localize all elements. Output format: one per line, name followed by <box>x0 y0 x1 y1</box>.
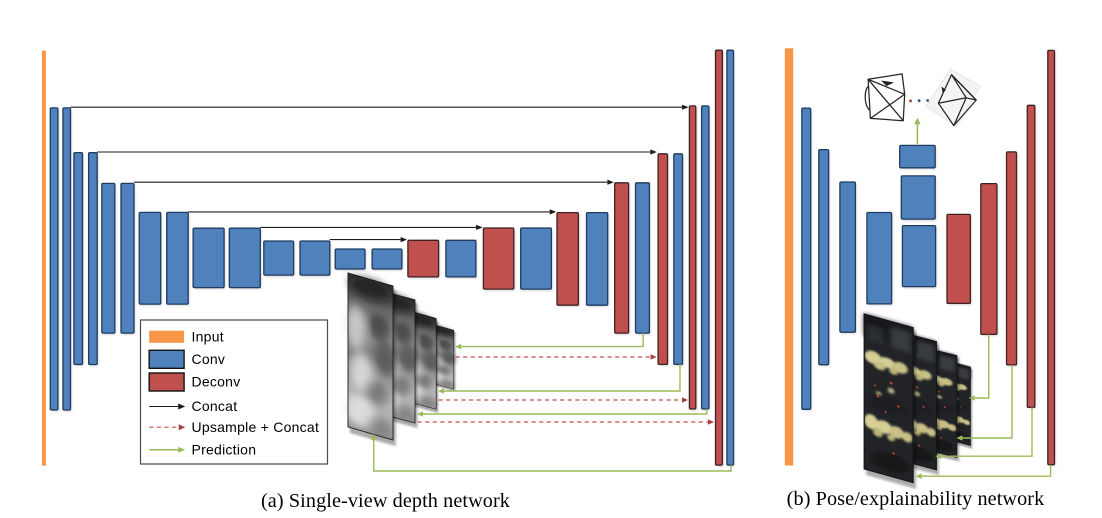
svg-text:Deconv: Deconv <box>192 374 241 390</box>
svg-text:Conv: Conv <box>192 351 226 367</box>
svg-text:(a) Single-view depth network: (a) Single-view depth network <box>261 490 511 512</box>
svg-text:Concat: Concat <box>192 398 238 414</box>
svg-text:Prediction: Prediction <box>192 442 257 458</box>
svg-text:Input: Input <box>192 328 224 344</box>
svg-text:(b) Pose/explainability networ: (b) Pose/explainability network <box>787 488 1045 510</box>
svg-text:Upsample + Concat: Upsample + Concat <box>192 419 320 435</box>
